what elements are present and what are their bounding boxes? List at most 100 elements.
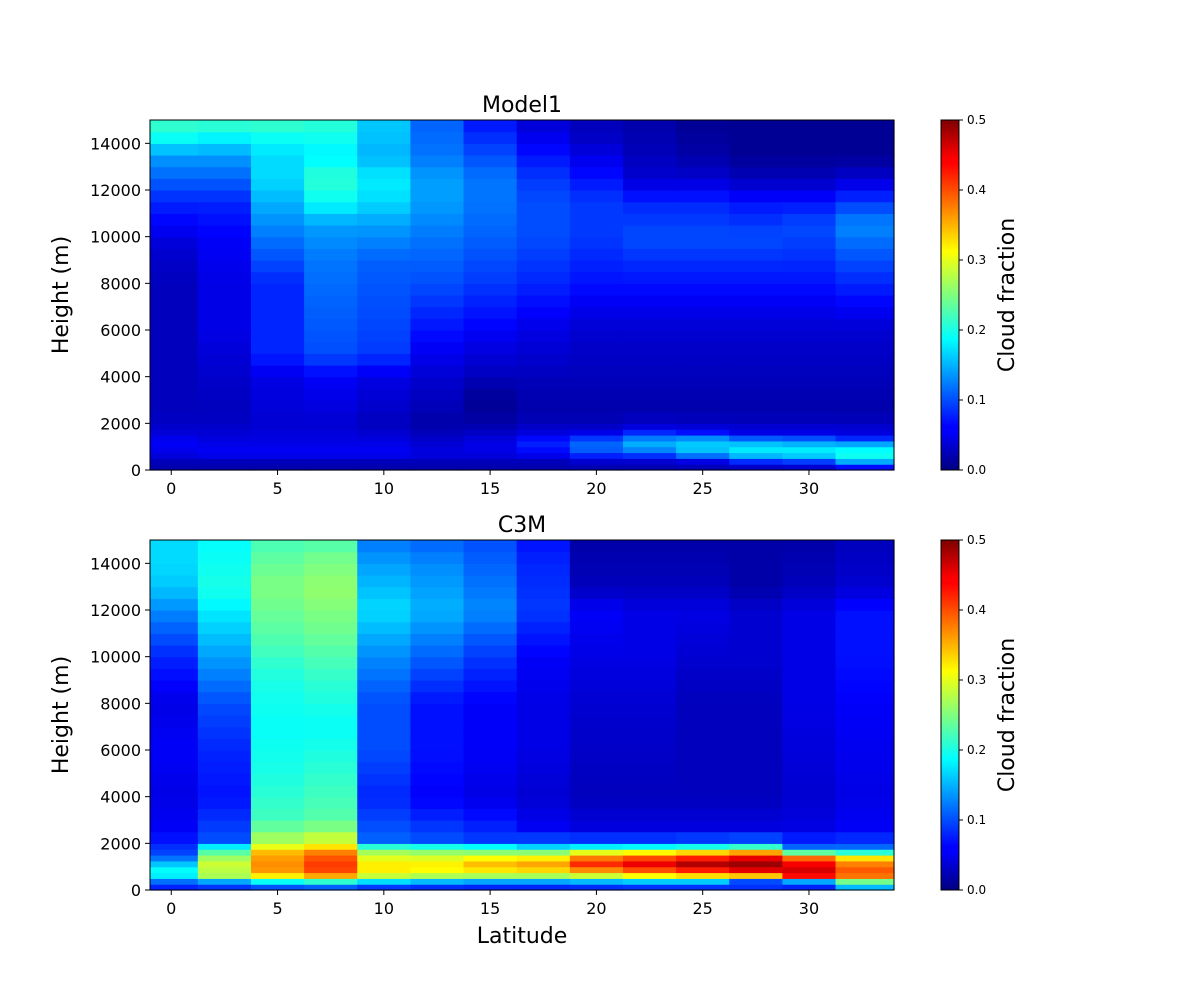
x-tick-label: 25 (693, 479, 713, 498)
c3m-title: C3M (498, 513, 546, 538)
heatmap-cell (197, 586, 252, 599)
heatmap-cell (676, 318, 730, 331)
heatmap-cell (197, 120, 252, 133)
heatmap-cell (569, 621, 624, 634)
c3m-colorbar (940, 539, 960, 891)
x-tick-label: 20 (586, 899, 606, 918)
heatmap-cell (304, 808, 358, 821)
heatmap-cell (410, 131, 465, 144)
model1-y-axis-label: Height (m) (49, 236, 74, 354)
heatmap-cell (150, 440, 199, 448)
heatmap-cell (250, 860, 305, 868)
heatmap-cell (304, 213, 358, 226)
heatmap-cell (197, 341, 252, 354)
heatmap-cell (304, 680, 358, 693)
heatmap-cell (304, 306, 358, 319)
heatmap-cell (304, 796, 358, 809)
heatmap-cell (782, 645, 837, 658)
heatmap-cell (782, 761, 837, 774)
heatmap-cell (463, 849, 518, 856)
heatmap-cell (676, 213, 730, 226)
heatmap-cell (304, 429, 358, 436)
heatmap-cell (150, 190, 199, 203)
heatmap-cell (250, 820, 305, 833)
heatmap-cell (304, 878, 358, 885)
heatmap-cell (569, 691, 624, 704)
heatmap-cell (150, 271, 199, 284)
heatmap-cell (357, 598, 411, 611)
heatmap-cell (410, 750, 465, 763)
heatmap-cell (782, 143, 837, 156)
heatmap-cell (463, 435, 518, 442)
heatmap-cell (357, 820, 411, 833)
heatmap-cell (197, 726, 252, 739)
heatmap-cell (357, 633, 411, 646)
heatmap-cell (782, 575, 837, 588)
heatmap-cell (304, 225, 358, 238)
heatmap-cell (676, 458, 730, 465)
heatmap-cell (410, 166, 465, 179)
heatmap-cell (569, 330, 624, 343)
heatmap-cell (463, 656, 518, 669)
heatmap-cell (150, 575, 199, 588)
y-tick-label: 6000 (100, 321, 141, 340)
heatmap-cell (250, 429, 305, 436)
heatmap-cell (357, 715, 411, 728)
heatmap-cell (197, 143, 252, 156)
heatmap-cell (463, 120, 518, 133)
heatmap-cell (676, 435, 730, 442)
heatmap-cell (357, 330, 411, 343)
heatmap-cell (729, 201, 783, 214)
heatmap-cell (150, 341, 199, 354)
heatmap-cell (197, 884, 252, 891)
heatmap-cell (782, 283, 837, 296)
heatmap-cell (622, 400, 677, 413)
heatmap-cell (250, 645, 305, 658)
heatmap-cell (250, 703, 305, 716)
heatmap-cell (622, 446, 677, 454)
heatmap-cell (250, 423, 305, 430)
heatmap-cell (569, 213, 624, 226)
heatmap-cell (410, 849, 465, 856)
heatmap-cell (197, 283, 252, 296)
heatmap-cell (410, 248, 465, 261)
heatmap-cell (622, 341, 677, 354)
heatmap-cell (835, 551, 895, 564)
heatmap-cell (782, 680, 837, 693)
heatmap-cell (197, 411, 252, 424)
heatmap-cell (622, 633, 677, 646)
heatmap-cell (197, 878, 252, 885)
heatmap-cell (569, 318, 624, 331)
heatmap-cell (676, 260, 730, 273)
heatmap-cell (357, 872, 411, 879)
heatmap-cell (150, 831, 199, 844)
heatmap-cell (729, 190, 783, 203)
heatmap-cell (197, 820, 252, 833)
heatmap-cell (357, 295, 411, 308)
heatmap-cell (150, 213, 199, 226)
heatmap-cell (150, 540, 199, 553)
heatmap-cell (676, 178, 730, 191)
colorbar-tick-label: 0.1 (967, 393, 986, 407)
heatmap-cell (729, 656, 783, 669)
heatmap-cell (782, 213, 837, 226)
heatmap-cell (150, 260, 199, 273)
heatmap-cell (729, 551, 783, 564)
heatmap-cell (304, 726, 358, 739)
heatmap-cell (304, 318, 358, 331)
heatmap-cell (250, 540, 305, 553)
heatmap-cell (516, 446, 571, 454)
heatmap-cell (835, 201, 895, 214)
heatmap-cell (676, 750, 730, 763)
heatmap-cell (676, 330, 730, 343)
heatmap-cell (357, 761, 411, 774)
heatmap-cell (197, 540, 252, 553)
heatmap-cell (410, 645, 465, 658)
heatmap-cell (835, 860, 895, 868)
heatmap-cell (729, 668, 783, 681)
heatmap-cell (729, 400, 783, 413)
heatmap-cell (410, 884, 465, 891)
heatmap-cell (729, 365, 783, 378)
heatmap-cell (729, 831, 783, 844)
x-tick-label: 10 (374, 479, 394, 498)
